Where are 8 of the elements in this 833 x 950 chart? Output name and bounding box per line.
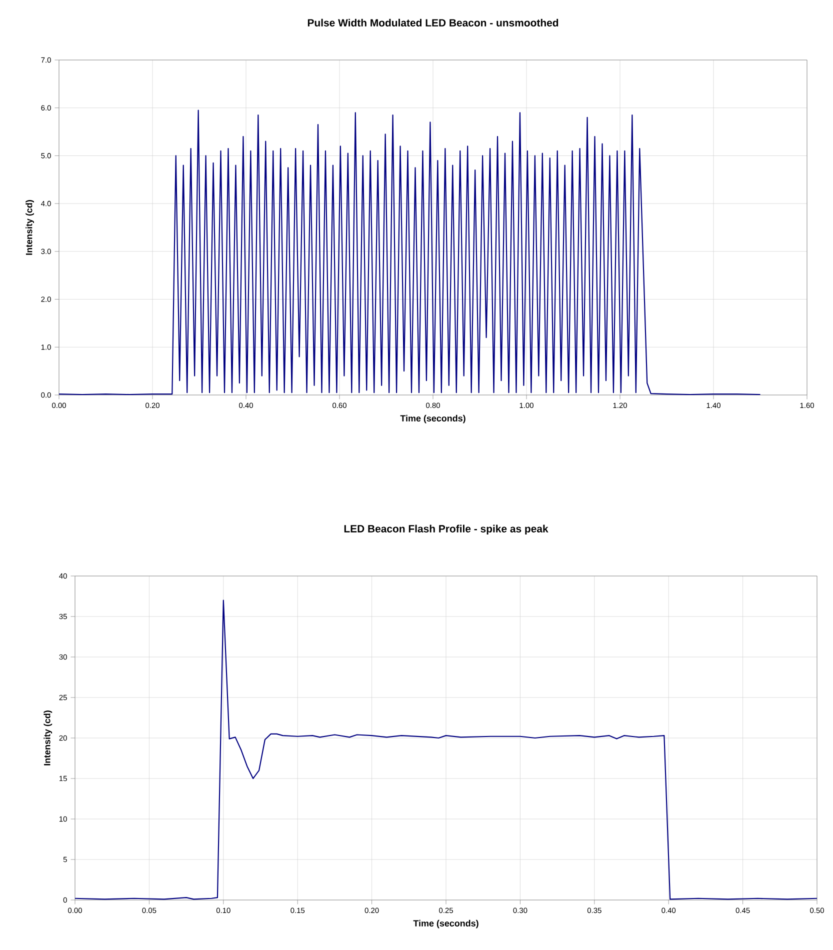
x-axis-title: Time (seconds) — [400, 414, 466, 424]
x-axis-title: Time (seconds) — [413, 920, 478, 928]
y-axis-title: Intensity (cd) — [44, 710, 52, 766]
y-axis-title: Intensity (cd) — [26, 200, 34, 255]
chart-title: Pulse Width Modulated LED Beacon - unsmoothed — [308, 18, 558, 26]
line-series — [75, 600, 818, 900]
line-series — [59, 110, 761, 395]
chart-title: LED Beacon Flash Profile - spike as peak — [344, 524, 548, 534]
